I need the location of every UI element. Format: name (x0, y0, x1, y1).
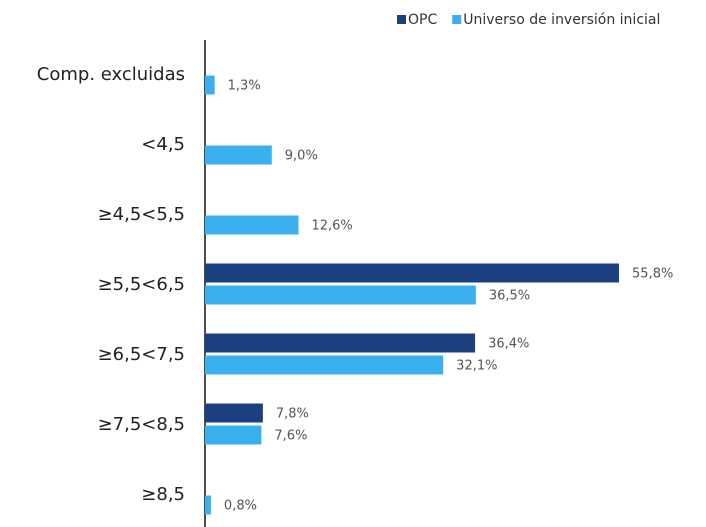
value-label: 32,1% (456, 359, 497, 374)
bar (205, 263, 620, 283)
legend-label: Universo de inversión inicial (463, 12, 660, 28)
category-label: <4,5 (141, 134, 185, 155)
value-label: 36,4% (488, 337, 529, 352)
category-label: ≥5,5<6,5 (98, 274, 185, 295)
legend-swatch (452, 15, 462, 24)
value-label: 7,6% (274, 429, 307, 444)
bar (205, 145, 272, 165)
category-label: ≥6,5<7,5 (98, 344, 185, 365)
value-label: 1,3% (228, 79, 261, 94)
value-label: 12,6% (311, 219, 352, 234)
bar (205, 333, 476, 353)
bar (205, 425, 262, 445)
bar (205, 495, 211, 515)
value-label: 36,5% (489, 289, 530, 304)
value-label: 7,8% (276, 407, 309, 422)
value-label: 0,8% (224, 499, 257, 514)
category-label: ≥8,5 (141, 484, 185, 505)
bar (205, 285, 476, 305)
category-label: ≥4,5<5,5 (98, 204, 185, 225)
legend-label: OPC (408, 12, 437, 28)
bar (205, 355, 444, 375)
legend-swatch (397, 15, 406, 24)
bar (205, 75, 215, 95)
bar (205, 403, 263, 423)
category-label: ≥7,5<8,5 (98, 414, 185, 435)
value-label: 55,8% (632, 267, 673, 282)
value-label: 9,0% (285, 149, 318, 164)
bar (205, 215, 299, 235)
category-label: Comp. excluidas (37, 64, 185, 85)
